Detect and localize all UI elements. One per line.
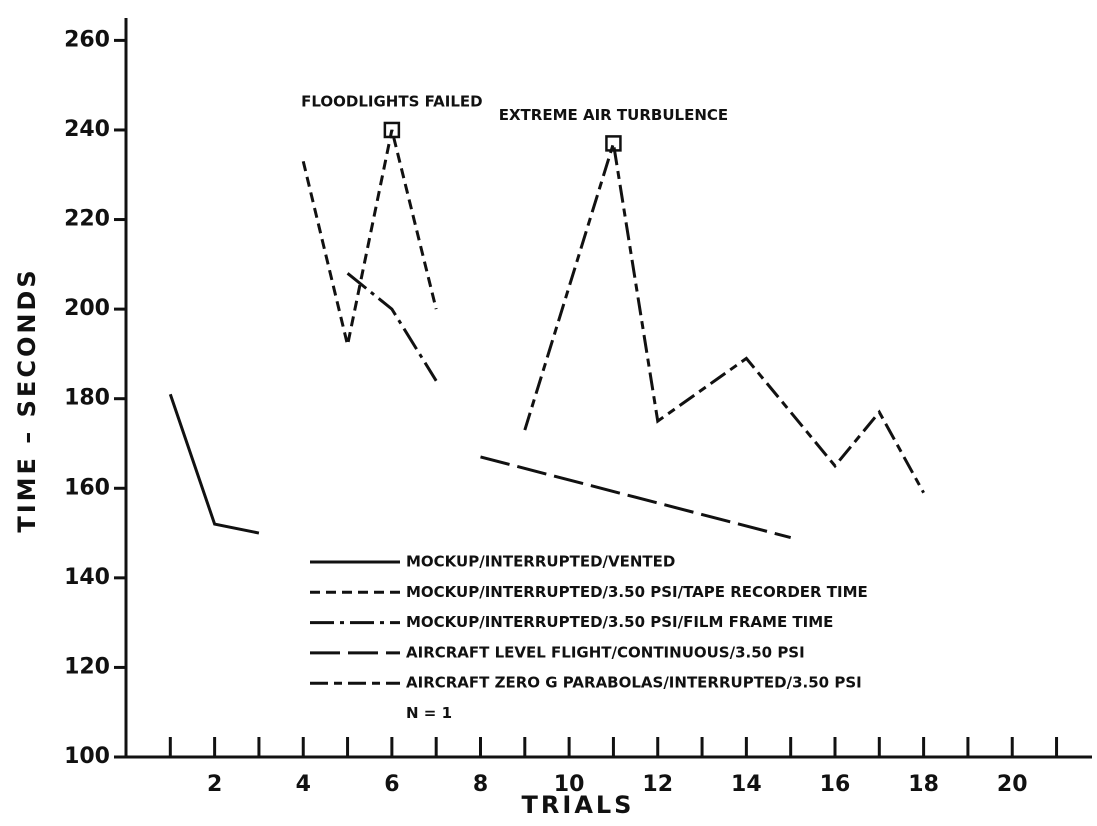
series-line — [480, 455, 792, 539]
y-tick-label: 260 — [64, 27, 110, 52]
y-tick-label: 200 — [64, 296, 110, 321]
x-tick-label: 10 — [554, 772, 585, 797]
x-tick-label: 12 — [642, 772, 673, 797]
x-tick-label: 14 — [731, 772, 762, 797]
y-tick-label: 140 — [64, 565, 110, 590]
series-line — [523, 142, 925, 494]
annotation: FLOODLIGHTS FAILED — [301, 92, 482, 110]
legend-label: MOCKUP/INTERRUPTED/3.50 PSI/FILM FRAME T… — [406, 613, 833, 631]
annotation-marker — [605, 135, 622, 152]
legend-label: AIRCRAFT ZERO G PARABOLAS/INTERRUPTED/3.… — [406, 674, 862, 692]
y-tick-label: 100 — [64, 744, 110, 769]
annotation-marker — [383, 121, 401, 139]
x-tick-label: 4 — [296, 772, 311, 797]
x-tick-label: 8 — [473, 772, 488, 797]
x-tick-label: 6 — [384, 772, 399, 797]
legend-label: MOCKUP/INTERRUPTED/VENTED — [406, 553, 675, 571]
x-axis-label: TRIALS — [522, 791, 635, 819]
series-line — [168, 393, 260, 535]
legend-label: AIRCRAFT LEVEL FLIGHT/CONTINUOUS/3.50 PS… — [406, 643, 805, 661]
x-tick-label: 2 — [207, 772, 222, 797]
x-tick-label: 18 — [908, 772, 939, 797]
y-axis-label: TIME – SECONDS — [13, 267, 41, 532]
series-line — [346, 272, 438, 382]
annotation: EXTREME AIR TURBULENCE — [499, 106, 728, 124]
y-tick-label: 240 — [64, 117, 110, 142]
x-tick-label: 16 — [820, 772, 851, 797]
legend-label: MOCKUP/INTERRUPTED/3.50 PSI/TAPE RECORDE… — [406, 583, 868, 601]
y-tick-label: 120 — [64, 654, 110, 679]
y-tick-label: 180 — [64, 386, 110, 411]
y-tick-label: 160 — [64, 475, 110, 500]
note: N = 1 — [406, 704, 452, 722]
y-tick-label: 220 — [64, 207, 110, 232]
series-line — [301, 129, 438, 346]
x-tick-label: 20 — [997, 772, 1028, 797]
